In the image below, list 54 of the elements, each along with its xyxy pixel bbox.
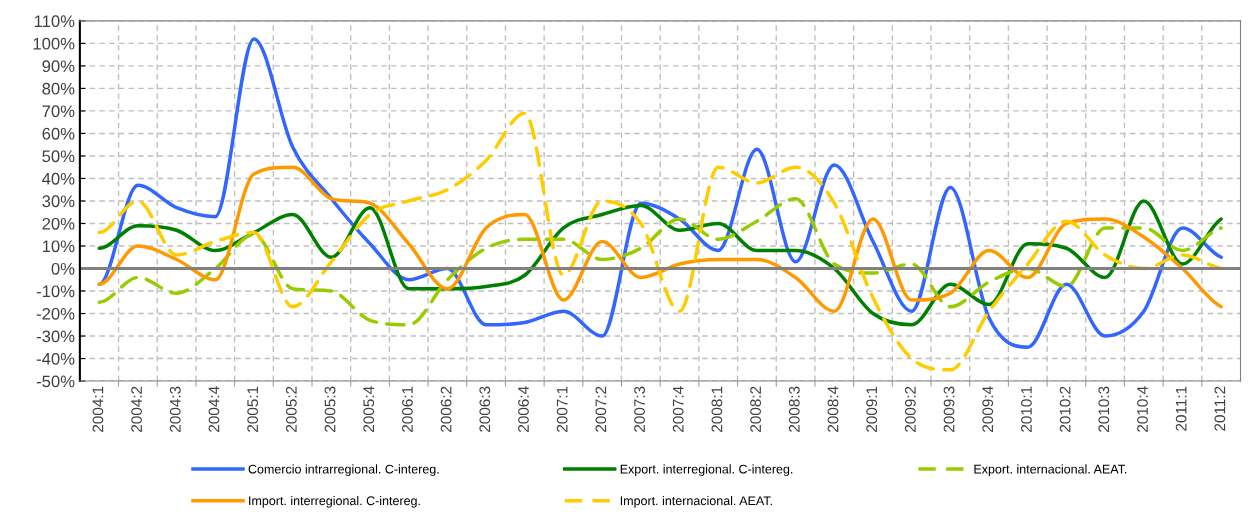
y-tick-label: 60% [42,127,75,140]
line-series [97,111,1223,372]
y-tick-label: -50% [36,375,75,388]
legend-label: Import. interregional. C-intereg. [249,496,420,508]
x-tick-label: 2004:1 [92,386,104,432]
x-tick-label: 2005:2 [285,386,297,432]
y-tick-label: 30% [42,195,75,208]
x-tick-label: 2004:4 [208,386,220,432]
x-tick-label: 2007:3 [634,386,645,432]
x-tick-label: 2007:2 [595,386,607,432]
legend-label: Export. internacional. AEAT. [974,464,1127,476]
y-tick-label: -40% [36,352,75,365]
x-tick-label: 2011:1 [1175,386,1187,431]
x-tick-label: 2006:1 [402,386,413,432]
y-tick-label: 80% [42,82,75,95]
x-tick-label: 2009:3 [943,386,955,432]
x-tick-label: 2004:3 [169,386,181,432]
y-tick-label: -10% [36,285,75,298]
y-tick-label: -30% [36,330,75,343]
x-tick-label: 2009:4 [982,386,994,432]
x-tick-label: 2007:4 [672,386,684,432]
y-tick-label: 100% [33,37,75,50]
x-tick-label: 2008:1 [711,386,723,432]
x-tick-label: 2008:3 [788,386,800,432]
x-tick-label: 2007:1 [556,386,568,432]
y-tick-label: 10% [42,240,75,253]
y-tick-label: -20% [36,307,75,320]
x-tick-label: 2010:4 [1137,386,1148,432]
x-tick-label: 2009:2 [904,386,916,432]
x-tick-label: 2008:2 [750,386,762,432]
x-tick-label: 2006:3 [479,386,491,432]
legend-label: Export. interregional. C-intereg. [620,464,793,476]
x-tick-label: 2008:4 [827,386,839,432]
x-tick-label: 2005:3 [324,386,336,432]
y-tick-label: 70% [42,105,75,118]
x-tick-label: 2010:3 [1098,386,1110,432]
x-tick-label: 2005:4 [363,386,375,432]
x-tick-label: 2004:2 [131,386,143,432]
y-tick-label: 110% [34,15,75,28]
x-tick-label: 2010:1 [1021,386,1032,432]
line-series [97,165,1223,314]
x-tick-label: 2006:4 [518,386,529,432]
y-tick-label: 0% [51,262,75,275]
x-tick-label: 2005:1 [247,386,259,432]
x-tick-label: 2006:2 [440,386,452,432]
legend-label: Comercio intrarregional. C-intereg. [248,464,439,476]
legend-label: Import. internacional. AEAT. [620,496,772,508]
y-tick-label: 40% [42,172,75,185]
y-tick-label: 20% [42,217,75,230]
y-tick-label: 90% [42,60,75,73]
y-tick-label: 50% [42,150,75,163]
x-tick-label: 2010:2 [1059,386,1071,432]
x-tick-label: 2011:2 [1214,386,1226,431]
x-tick-label: 2009:1 [866,386,878,432]
